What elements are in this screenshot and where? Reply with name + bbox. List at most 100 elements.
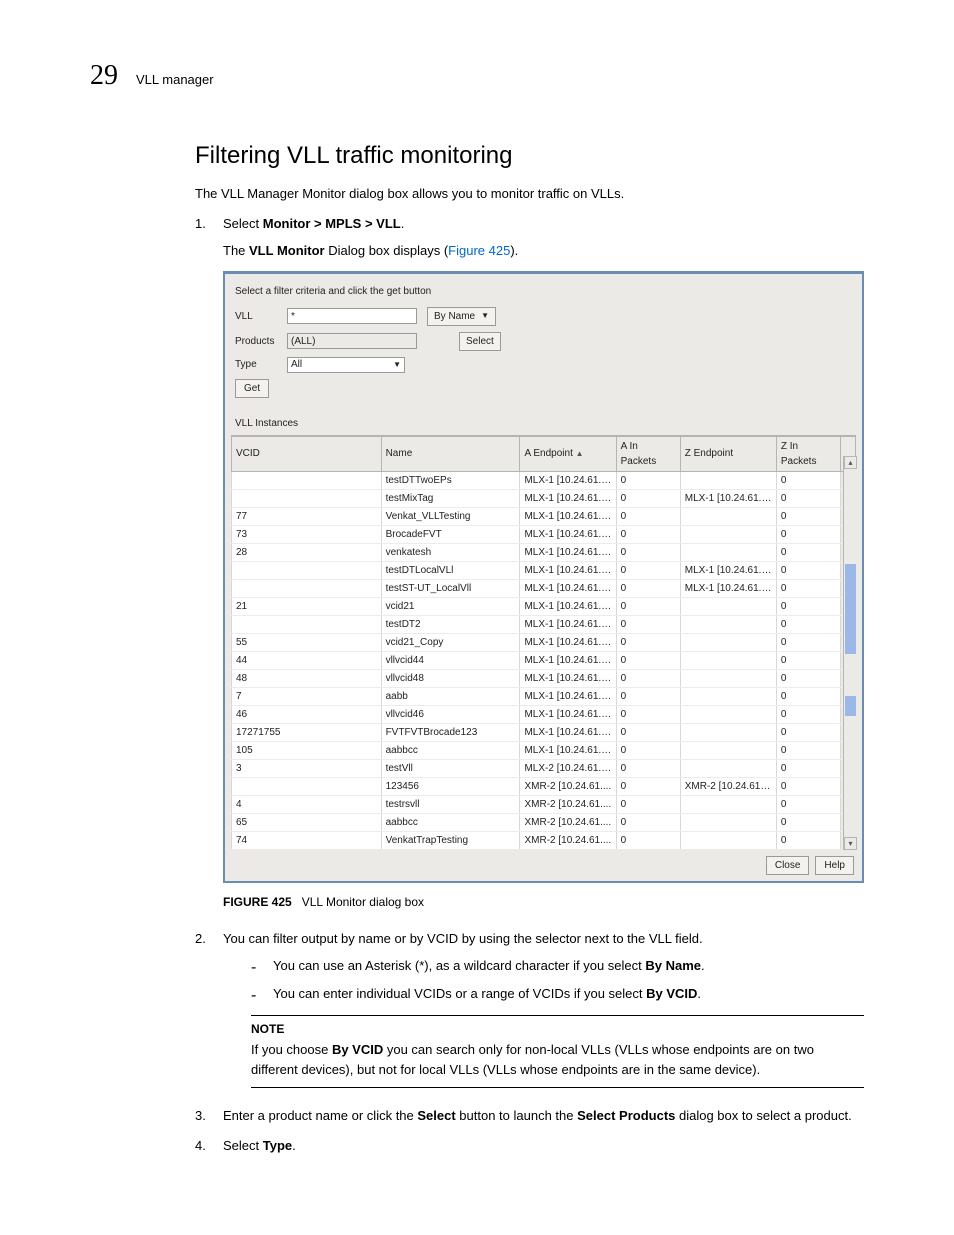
table-cell: MLX-1 [10.24.61.2... <box>520 543 616 561</box>
table-cell: 0 <box>616 633 680 651</box>
table-cell: 48 <box>232 669 382 687</box>
table-header-row: VCID Name A Endpoint ▲ A In Packets Z En… <box>232 436 856 471</box>
figure-link[interactable]: Figure 425 <box>448 243 510 258</box>
table-row[interactable]: 46vllvcid46MLX-1 [10.24.61.2...00 <box>232 705 856 723</box>
scrollbar[interactable]: ▴ ▾ <box>843 456 856 850</box>
table-cell: MLX-1 [10.24.61.2... <box>520 669 616 687</box>
step-2-dash-1: You can use an Asterisk (*), as a wildca… <box>251 956 864 976</box>
col-z-endpoint[interactable]: Z Endpoint <box>680 436 776 471</box>
table-row[interactable]: testDTLocalVLlMLX-1 [10.24.61.2...0MLX-1… <box>232 561 856 579</box>
table-cell: MLX-1 [10.24.61.2... <box>520 633 616 651</box>
table-cell: 0 <box>616 489 680 507</box>
note-block: NOTE If you choose By VCID you can searc… <box>251 1015 864 1088</box>
table-cell: 0 <box>616 705 680 723</box>
table-row[interactable]: 73BrocadeFVTMLX-1 [10.24.61.2...00 <box>232 525 856 543</box>
scroll-down-icon[interactable]: ▾ <box>844 837 857 850</box>
table-cell <box>680 813 776 831</box>
table-cell: testrsvll <box>381 795 520 813</box>
table-cell: 74 <box>232 831 382 849</box>
table-cell: 0 <box>776 723 840 741</box>
table-row[interactable]: 74VenkatTrapTestingXMR-2 [10.24.61....00 <box>232 831 856 849</box>
table-cell: 17271755 <box>232 723 382 741</box>
table-row[interactable]: 105aabbccMLX-1 [10.24.61.2...00 <box>232 741 856 759</box>
table-cell: 0 <box>776 687 840 705</box>
table-cell: MLX-1 [10.24.61.2... <box>520 507 616 525</box>
products-input[interactable]: (ALL) <box>287 333 417 349</box>
table-cell: 0 <box>616 795 680 813</box>
table-cell: testST-UT_LocalVll <box>381 579 520 597</box>
table-cell: testMixTag <box>381 489 520 507</box>
vll-input[interactable]: * <box>287 308 417 324</box>
table-cell: 0 <box>776 471 840 489</box>
table-row[interactable]: 4testrsvllXMR-2 [10.24.61....00 <box>232 795 856 813</box>
table-row[interactable]: 28venkateshMLX-1 [10.24.61.2...00 <box>232 543 856 561</box>
select-button[interactable]: Select <box>459 332 501 351</box>
table-cell: 0 <box>616 471 680 489</box>
scroll-thumb[interactable] <box>845 564 856 654</box>
col-vcid[interactable]: VCID <box>232 436 382 471</box>
table-row[interactable]: 55vcid21_CopyMLX-1 [10.24.61.2...00 <box>232 633 856 651</box>
table-row[interactable]: 44vllvcid44MLX-1 [10.24.61.2...00 <box>232 651 856 669</box>
table-cell: 73 <box>232 525 382 543</box>
table-cell: aabb <box>381 687 520 705</box>
table-cell: 0 <box>616 669 680 687</box>
table-cell: 123456 <box>381 777 520 795</box>
table-cell <box>680 525 776 543</box>
table-cell: XMR-2 [10.24.61.... <box>520 795 616 813</box>
table-row[interactable]: testDTTwoEPsMLX-1 [10.24.61.2...00 <box>232 471 856 489</box>
table-cell: 105 <box>232 741 382 759</box>
table-cell <box>232 777 382 795</box>
table-cell <box>680 471 776 489</box>
table-row[interactable]: 77Venkat_VLLTestingMLX-1 [10.24.61.2...0… <box>232 507 856 525</box>
table-cell: 65 <box>232 813 382 831</box>
table-cell: 0 <box>616 597 680 615</box>
step-3-text: Enter a product name or click the Select… <box>223 1108 852 1123</box>
table-cell: 0 <box>616 831 680 849</box>
table-cell <box>680 615 776 633</box>
main-heading: Filtering VLL traffic monitoring <box>195 142 864 170</box>
table-cell <box>680 741 776 759</box>
col-z-inpackets[interactable]: Z In Packets <box>776 436 840 471</box>
table-cell: MLX-1 [10.24.61.2... <box>520 597 616 615</box>
table-row[interactable]: 21vcid21MLX-1 [10.24.61.2...00 <box>232 597 856 615</box>
table-row[interactable]: 123456XMR-2 [10.24.61....0XMR-2 [10.24.6… <box>232 777 856 795</box>
table-cell: 0 <box>776 525 840 543</box>
table-cell <box>680 759 776 777</box>
table-cell <box>232 471 382 489</box>
col-a-inpackets[interactable]: A In Packets <box>616 436 680 471</box>
help-button[interactable]: Help <box>815 856 854 875</box>
table-cell: 0 <box>616 615 680 633</box>
col-a-endpoint[interactable]: A Endpoint ▲ <box>520 436 616 471</box>
table-cell: venkatesh <box>381 543 520 561</box>
scroll-up-icon[interactable]: ▴ <box>844 456 857 469</box>
table-row[interactable]: 17271755FVTFVTBrocade123MLX-1 [10.24.61.… <box>232 723 856 741</box>
note-label: NOTE <box>251 1020 864 1038</box>
step-4-text: Select Type. <box>223 1138 296 1153</box>
table-cell: MLX-1 [10.24.61.2... <box>520 741 616 759</box>
get-button[interactable]: Get <box>235 379 269 398</box>
table-cell: 0 <box>616 579 680 597</box>
table-row[interactable]: 3testVllMLX-2 [10.24.61.2...00 <box>232 759 856 777</box>
table-row[interactable]: 7aabbMLX-1 [10.24.61.2...00 <box>232 687 856 705</box>
close-button[interactable]: Close <box>766 856 810 875</box>
table-row[interactable]: testST-UT_LocalVllMLX-1 [10.24.61.2...0M… <box>232 579 856 597</box>
table-cell: MLX-1 [10.24.61.2... <box>680 489 776 507</box>
byname-combo[interactable]: By Name <box>427 307 496 326</box>
table-cell: MLX-1 [10.24.61.2... <box>520 471 616 489</box>
col-name[interactable]: Name <box>381 436 520 471</box>
table-cell: 0 <box>776 705 840 723</box>
type-combo[interactable]: All <box>287 357 405 373</box>
table-cell: MLX-1 [10.24.61.2... <box>680 561 776 579</box>
table-cell: 0 <box>776 759 840 777</box>
scroll-thumb[interactable] <box>845 696 856 716</box>
table-row[interactable]: 65aabbccXMR-2 [10.24.61....00 <box>232 813 856 831</box>
table-cell: vcid21_Copy <box>381 633 520 651</box>
step-3: 3. Enter a product name or click the Sel… <box>195 1106 864 1126</box>
table-cell: BrocadeFVT <box>381 525 520 543</box>
sort-icon: ▲ <box>576 449 584 458</box>
table-row[interactable]: testMixTagMLX-1 [10.24.61.2...0MLX-1 [10… <box>232 489 856 507</box>
table-row[interactable]: 48vllvcid48MLX-1 [10.24.61.2...00 <box>232 669 856 687</box>
table-row[interactable]: testDT2MLX-1 [10.24.61.2...00 <box>232 615 856 633</box>
table-cell: 0 <box>616 723 680 741</box>
table-cell: MLX-1 [10.24.61.2... <box>520 651 616 669</box>
